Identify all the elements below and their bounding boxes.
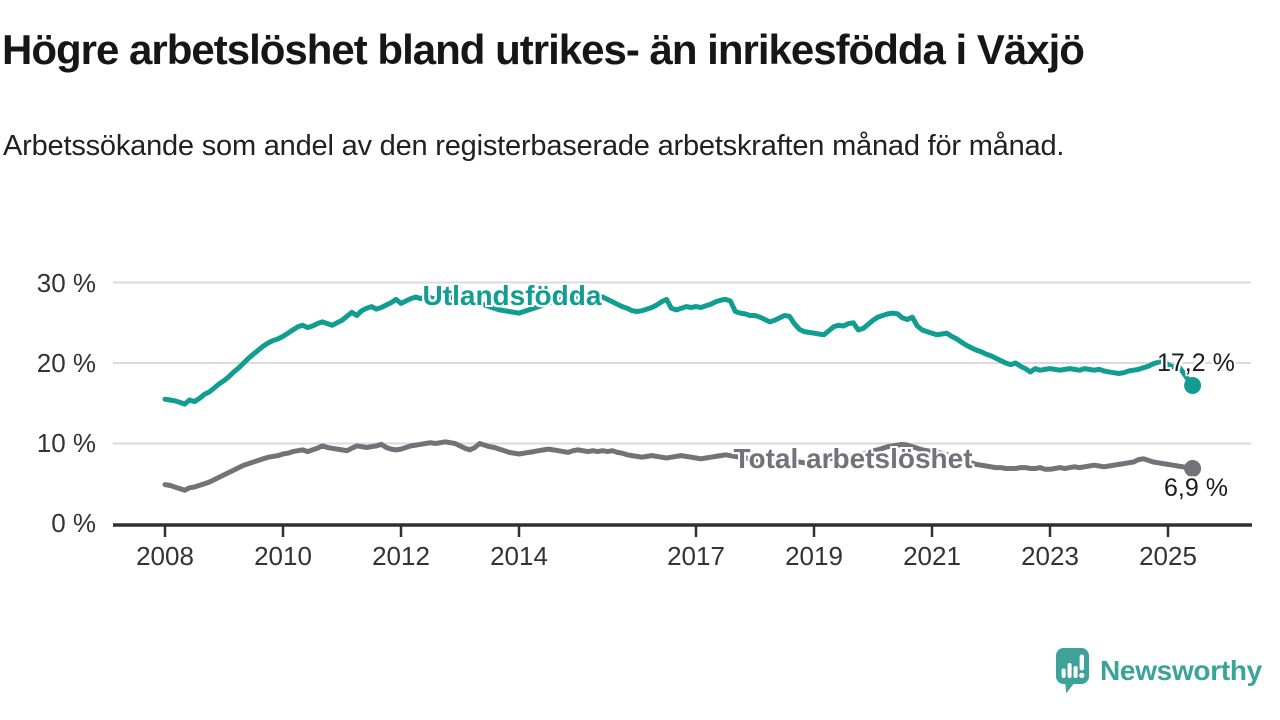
page-title: Högre arbetslöshet bland utrikes- än inr… [2,26,1085,73]
x-axis-tick-2014: 2014 [490,541,548,571]
value-label-utlandsfodda: 17,2 % [1157,349,1235,377]
x-axis-tick-2019: 2019 [785,541,843,571]
y-axis-tick-0: 0 % [51,508,96,538]
series-label-total-arbetsloshet: Total arbetslöshet [733,443,973,474]
page-subtitle: Arbetssökande som andel av den registerb… [3,130,1065,162]
y-axis-tick-20: 20 % [36,348,96,378]
series-label-utlandsfodda: Utlandsfödda [422,280,602,311]
y-axis-tick-30: 30 % [36,268,96,298]
x-axis-tick-2012: 2012 [372,541,430,571]
x-axis-tick-2017: 2017 [667,541,725,571]
newsworthy-logo: Newsworthy [1056,648,1262,694]
x-axis-tick-2023: 2023 [1021,541,1079,571]
x-axis-tick-2021: 2021 [903,541,961,571]
x-axis-tick-2025: 2025 [1139,541,1197,571]
x-axis-tick-2008: 2008 [136,541,194,571]
newsworthy-logo-text: Newsworthy [1100,655,1262,686]
x-axis-tick-2010: 2010 [254,541,312,571]
y-axis-tick-10: 10 % [36,428,96,458]
value-label-total-arbetsloshet: 6,9 % [1164,474,1228,502]
speech-bubble-bar-chart-icon [1056,648,1089,694]
